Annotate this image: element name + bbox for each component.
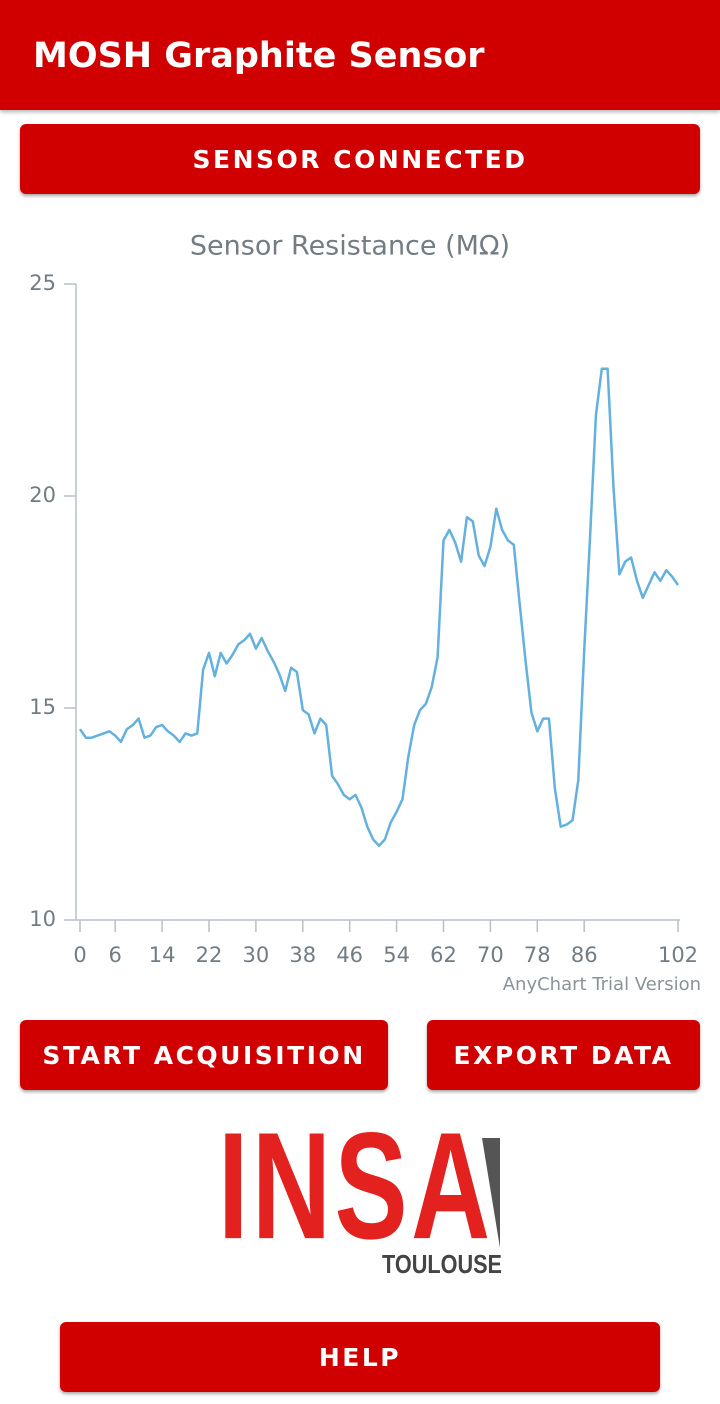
y-tick-label: 25 <box>29 271 56 295</box>
y-tick-label: 10 <box>29 907 56 931</box>
app-bar: MOSH Graphite Sensor <box>0 0 720 110</box>
x-tick-label: 46 <box>336 943 363 967</box>
x-tick-label: 102 <box>658 943 698 967</box>
export-button[interactable]: EXPORT DATA <box>427 1020 700 1090</box>
x-tick-label: 14 <box>149 943 176 967</box>
help-button[interactable]: HELP <box>60 1322 660 1392</box>
x-tick-label: 86 <box>571 943 598 967</box>
x-tick-label: 78 <box>524 943 551 967</box>
data-line <box>78 367 680 848</box>
x-tick-label: 0 <box>73 943 86 967</box>
chart-title: Sensor Resistance (MΩ) <box>190 231 510 262</box>
y-tick-label: 15 <box>29 695 56 719</box>
x-tick-label: 22 <box>196 943 223 967</box>
status-button[interactable]: SENSOR CONNECTED <box>20 124 700 194</box>
watermark: AnyChart Trial Version <box>503 974 701 995</box>
logo-shape <box>482 1138 500 1248</box>
logo-city: TOULOUSE <box>382 1249 502 1279</box>
y-tick-label: 20 <box>29 483 56 507</box>
logo-name: INSA <box>218 1102 490 1272</box>
start-button[interactable]: START ACQUISITION <box>20 1020 388 1090</box>
app-title: MOSH Graphite Sensor <box>33 36 485 76</box>
x-tick-label: 6 <box>108 943 121 967</box>
x-tick-label: 54 <box>383 943 410 967</box>
x-tick-label: 70 <box>477 943 504 967</box>
x-tick-label: 62 <box>430 943 457 967</box>
x-tick-label: 30 <box>243 943 270 967</box>
x-tick-label: 38 <box>289 943 316 967</box>
chart: Sensor Resistance (MΩ) AnyChart Trial Ve… <box>29 231 701 996</box>
